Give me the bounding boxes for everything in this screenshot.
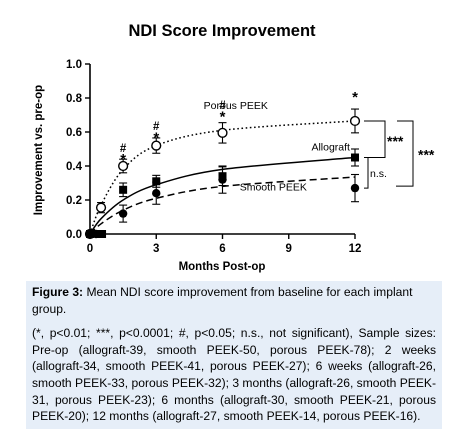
point-smooth-peek	[218, 175, 227, 184]
data-markers	[84, 115, 361, 240]
point-allograft	[119, 185, 128, 194]
significance-markers: #*#*#**	[120, 89, 358, 168]
x-tick-label: 9	[286, 243, 292, 255]
y-tick-label: 0.8	[66, 93, 83, 105]
axes: 0.0 0.2 0.4 0.6 0.8 1.0 0 3 6 9 12	[66, 59, 361, 255]
figure-caption: Figure 3: Mean NDI score improvement fro…	[26, 281, 442, 429]
significance-brackets: *** n.s. ***	[364, 120, 435, 189]
point-allograft	[351, 153, 359, 162]
bracket-label-allograft-vs-smooth: n.s.	[370, 168, 387, 180]
y-tick-label: 1.0	[66, 59, 82, 71]
caption-body: (*, p<0.01; ***, p<0.0001; #, p<0.05; n.…	[32, 326, 436, 424]
bracket-porous-vs-allograft	[364, 120, 386, 158]
x-tick-label: 0	[87, 243, 93, 255]
bracket-porous-vs-smooth	[396, 120, 414, 187]
series-label-allograft: Allograft	[311, 142, 350, 154]
series-label-porous-peek: Porous PEEK	[204, 100, 268, 112]
series-label-smooth-peek: Smooth PEEK	[240, 182, 307, 194]
caption-label: Figure 3:	[32, 285, 84, 299]
point-porous-peek	[349, 115, 361, 127]
point-porous-peek	[118, 160, 129, 172]
point-smooth-peek	[118, 209, 128, 218]
y-axis-label: Improvement vs. pre-op	[33, 85, 45, 215]
caption-title-line: Figure 3: Mean NDI score improvement fro…	[32, 284, 436, 317]
caption-title: Mean NDI score improvement from baseline…	[32, 285, 413, 316]
significance-star: *	[352, 89, 358, 106]
significance-star: *	[153, 130, 159, 147]
y-tick-label: 0.0	[66, 229, 82, 241]
series-labels: Porous PEEK Allograft Smooth PEEK	[204, 100, 350, 194]
fit-curve-smooth-peek	[89, 176, 356, 235]
point-allograft	[152, 177, 161, 186]
point-porous-peek	[151, 140, 162, 151]
point-smooth-peek	[91, 229, 101, 239]
significance-hash: #	[120, 143, 127, 155]
significance-star: *	[120, 151, 126, 168]
y-tick-label: 0.2	[66, 195, 82, 207]
significance-hash: #	[153, 121, 160, 133]
y-tick-label: 0.4	[66, 161, 83, 173]
bracket-label-porous-vs-smooth: ***	[418, 147, 435, 163]
chart-title: NDI Score Improvement	[128, 22, 316, 40]
point-smooth-peek	[152, 189, 161, 198]
point-allograft	[98, 230, 107, 238]
x-tick-label: 3	[153, 243, 159, 255]
point-smooth-peek	[350, 183, 360, 193]
point-porous-peek	[217, 127, 228, 138]
error-bars	[97, 108, 359, 238]
x-tick-label: 6	[219, 243, 225, 255]
point-smooth-peek	[85, 229, 95, 239]
significance-hash: #	[219, 100, 226, 112]
fit-curve-allograft	[89, 156, 356, 235]
x-tick-label: 12	[349, 243, 362, 255]
x-axis-label: Months Post-op	[179, 261, 266, 273]
y-tick-label: 0.6	[66, 127, 82, 139]
bracket-label-porous-vs-allograft: ***	[387, 133, 404, 149]
significance-star: *	[220, 108, 226, 125]
bracket-allograft-vs-smooth	[364, 157, 369, 189]
point-porous-peek	[95, 202, 107, 213]
